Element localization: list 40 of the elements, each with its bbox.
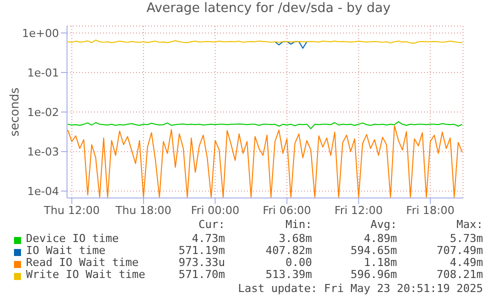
y-axis-title: seconds (7, 87, 22, 137)
y-tick-label: 1e+00 (22, 26, 59, 40)
text: 708.21m (436, 268, 483, 281)
text: 1.18m (364, 256, 397, 269)
text: 407.82m (266, 244, 312, 257)
text: 513.39m (266, 268, 312, 281)
y-tick-label: 1e-04 (27, 185, 59, 198)
y-tick-label: 1e-03 (27, 145, 59, 158)
text: Max: (456, 218, 483, 231)
text: 4.89m (364, 232, 397, 245)
legend-label: IO Wait time (26, 244, 106, 257)
text: 973.33u (178, 256, 225, 269)
text: Min: (286, 218, 312, 231)
text: 4.73m (192, 232, 225, 245)
text: 0.00 (286, 256, 312, 269)
y-tick-label: 1e-02 (27, 106, 59, 119)
chart-title: Average latency for /dev/sda - by day (145, 0, 392, 18)
text: Last update: Fri May 23 20:51:19 2025 (238, 282, 483, 295)
x-tick-label: Fri 12:00 (334, 204, 383, 217)
text: 707.49m (436, 244, 483, 257)
x-tick-label: Thu 18:00 (114, 204, 172, 217)
text: Cur: (198, 218, 225, 231)
x-tick-label: Thu 12:00 (42, 204, 100, 217)
text: 571.19m (178, 244, 225, 257)
legend-label: Write IO Wait time (26, 268, 146, 281)
text: Avg: (370, 218, 397, 231)
text: 4.49m (450, 256, 483, 269)
text: 594.65m (350, 244, 397, 257)
x-tick-label: Fri 18:00 (406, 204, 454, 217)
line-series (274, 40, 308, 49)
text: 571.70m (178, 268, 225, 281)
text: 5.73m (450, 232, 483, 245)
x-tick-label: Fri 06:00 (262, 204, 312, 217)
text: 3.68m (278, 232, 312, 245)
x-tick-label: Fri 00:00 (191, 204, 240, 217)
legend-label: Read IO Wait time (26, 256, 139, 269)
line-series (67, 121, 463, 130)
y-tick-label: 1e-01 (27, 66, 59, 80)
text: 596.96m (350, 268, 397, 281)
legend-label: Device IO time (26, 232, 119, 245)
